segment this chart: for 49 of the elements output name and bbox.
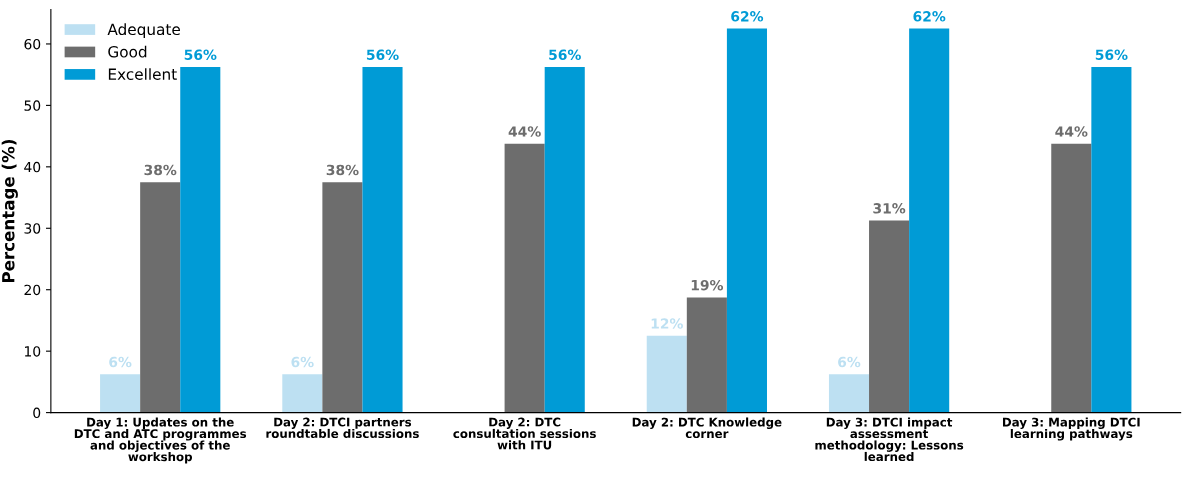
bar: [726, 28, 767, 413]
bar: [909, 28, 950, 413]
data-label: 56%: [1095, 49, 1128, 60]
bar: [362, 66, 403, 413]
data-label: 56%: [184, 49, 217, 60]
data-label: 38%: [144, 164, 177, 176]
bar: [140, 182, 181, 413]
y-tick-label: 20: [24, 284, 41, 296]
bar: [282, 374, 323, 413]
data-label: 31%: [873, 203, 906, 214]
data-label: 56%: [549, 49, 581, 60]
data-label: 12%: [651, 318, 683, 329]
data-label: 56%: [366, 49, 399, 60]
legend-label: Good: [108, 45, 147, 58]
data-label: 44%: [508, 126, 541, 137]
bar: [869, 220, 910, 413]
x-tick-label: Day 3: Mapping DTCI learning pathways: [1002, 417, 1140, 441]
data-label: 44%: [1055, 126, 1088, 137]
bar: [646, 335, 687, 413]
y-tick-label: 0: [33, 407, 41, 419]
x-tick-label: Day 1: Updates on the DTC and ATC programmes and objectives of the workshop: [74, 417, 247, 464]
x-tick-label: Day 3: DTCI impact assessment methodology: Lessons learned: [815, 417, 964, 462]
data-label: 19%: [691, 279, 724, 291]
bar: [322, 182, 363, 413]
bar: [1091, 66, 1132, 413]
y-tick-label: 40: [24, 161, 41, 173]
x-tick-label: Day 2: DTC consultation sessions with ITU: [453, 417, 596, 450]
bar: [100, 374, 141, 413]
y-tick-label: 10: [25, 346, 41, 357]
y-axis-title: Percentage (%): [1, 140, 18, 283]
bar: [686, 297, 727, 413]
legend-label: Adequate: [107, 23, 180, 39]
bar: [504, 143, 545, 413]
x-tick-label: Day 2: DTCI partners roundtable discussions: [266, 417, 419, 439]
y-tick-label: 60: [24, 38, 41, 50]
bar: [180, 66, 221, 413]
data-label: 6%: [838, 356, 861, 368]
data-label: 6%: [109, 356, 132, 368]
bar: [1051, 143, 1092, 413]
data-label: 6%: [291, 356, 314, 368]
data-label: 38%: [326, 164, 359, 176]
y-tick-label: 50: [24, 100, 41, 111]
data-label: 62%: [731, 11, 764, 22]
data-label: 62%: [913, 11, 946, 22]
bar: [828, 374, 870, 413]
y-tick-label: 30: [24, 223, 41, 234]
legend-label: Excellent: [108, 68, 177, 80]
x-tick-label: Day 2: DTC Knowledge corner: [632, 417, 782, 439]
bar: [544, 66, 585, 413]
